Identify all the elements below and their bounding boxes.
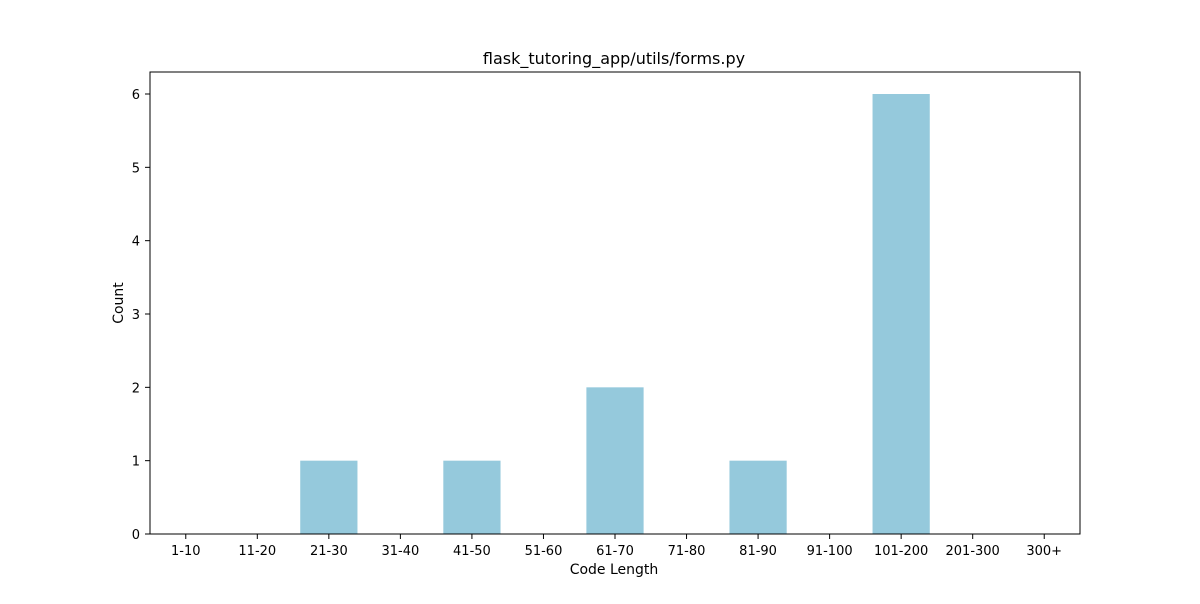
- x-tick-label: 81-90: [739, 544, 777, 559]
- y-axis: 0 1 2 3 4 5 6: [132, 88, 150, 543]
- x-axis-label: Code Length: [570, 562, 659, 578]
- x-tick-label: 101-200: [874, 544, 928, 559]
- x-axis: 1-10 11-20 21-30 31-40 41-50 51-60 61-70 71-80 8…: [171, 534, 1062, 559]
- bar-101-200: [872, 94, 930, 534]
- x-tick-label: 1-10: [171, 544, 201, 559]
- x-tick-label: 21-30: [310, 544, 348, 559]
- y-tick-label: 4: [132, 235, 140, 250]
- x-tick-label: 201-300: [946, 544, 1000, 559]
- x-tick-label: 51-60: [525, 544, 563, 559]
- x-tick-label: 41-50: [453, 544, 491, 559]
- y-tick-label: 6: [132, 88, 140, 103]
- y-tick-label: 5: [132, 161, 140, 176]
- x-tick-label: 31-40: [381, 544, 419, 559]
- y-tick-label: 2: [132, 381, 140, 396]
- x-tick-label: 300+: [1026, 544, 1062, 559]
- bar-21-30: [300, 460, 358, 534]
- y-tick-label: 1: [132, 455, 140, 470]
- x-tick-label: 61-70: [596, 544, 634, 559]
- y-tick-label: 3: [132, 308, 140, 323]
- y-axis-label: Count: [111, 282, 127, 324]
- bar-41-50: [443, 460, 501, 534]
- y-tick-label: 0: [132, 528, 140, 543]
- bars-group: [300, 94, 930, 534]
- x-tick-label: 11-20: [238, 544, 276, 559]
- x-tick-label: 71-80: [668, 544, 706, 559]
- chart-title: flask_tutoring_app/utils/forms.py: [483, 49, 745, 69]
- bar-61-70: [586, 387, 644, 534]
- plot-area-frame: [149, 71, 1081, 535]
- bar-81-90: [729, 460, 787, 534]
- x-tick-label: 91-100: [807, 544, 853, 559]
